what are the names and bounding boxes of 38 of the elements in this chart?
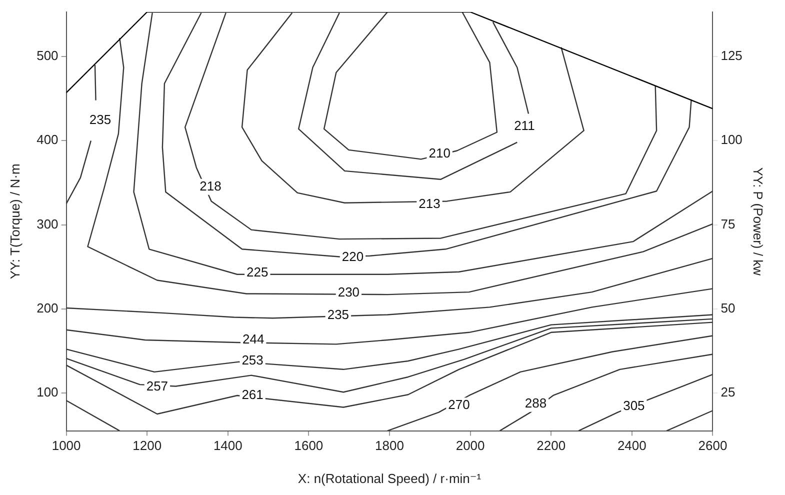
x-tick-label: 2200 <box>536 438 566 454</box>
y-tick-label: 500 <box>36 48 58 64</box>
annotation: 220 <box>342 249 364 264</box>
x-tick-label: 2000 <box>456 438 485 454</box>
x-tick-label: 1000 <box>52 438 81 454</box>
x-tick-label: 1600 <box>294 438 324 454</box>
y2-axis-title: YY: P (Power) / kw <box>750 167 766 276</box>
annotation: 305 <box>623 398 645 413</box>
y-tick-label: 400 <box>36 132 58 148</box>
annotation: 270 <box>448 397 470 412</box>
x-tick-label: 1400 <box>213 438 242 454</box>
annotation: 210 <box>428 146 450 161</box>
annotation: 218 <box>200 178 222 194</box>
annotation: 244 <box>242 332 264 347</box>
x-tick-label: 1200 <box>132 438 162 454</box>
annotation: 225 <box>246 264 268 280</box>
annotation: 235 <box>89 112 112 128</box>
x-axis-title: X: n(Rotational Speed) / r·min⁻¹ <box>298 470 482 486</box>
y2-tick-label: 100 <box>720 132 742 148</box>
annotation: 230 <box>338 284 360 300</box>
x-tick-label: 2400 <box>617 438 646 454</box>
annotation: 211 <box>514 118 535 133</box>
y-axis-title: YY: T(Torque) / N·m <box>7 164 22 280</box>
y-tick-label: 200 <box>36 300 58 316</box>
y2-tick-label: 125 <box>720 48 742 64</box>
y-tick-label: 100 <box>36 384 58 400</box>
y2-tick-label: 50 <box>720 300 736 316</box>
x-tick-label: 2600 <box>698 438 728 454</box>
annotation: 288 <box>524 395 547 410</box>
x-tick-label: 1800 <box>375 438 404 454</box>
annotation: 253 <box>242 352 264 368</box>
annotation: 235 <box>327 307 350 322</box>
y2-tick-label: 75 <box>720 216 736 232</box>
y2-tick-label: 25 <box>720 384 736 400</box>
annotation: 257 <box>146 378 168 394</box>
annotation: 261 <box>242 387 264 402</box>
annotation: 213 <box>418 196 440 212</box>
y-tick-label: 300 <box>36 216 58 232</box>
